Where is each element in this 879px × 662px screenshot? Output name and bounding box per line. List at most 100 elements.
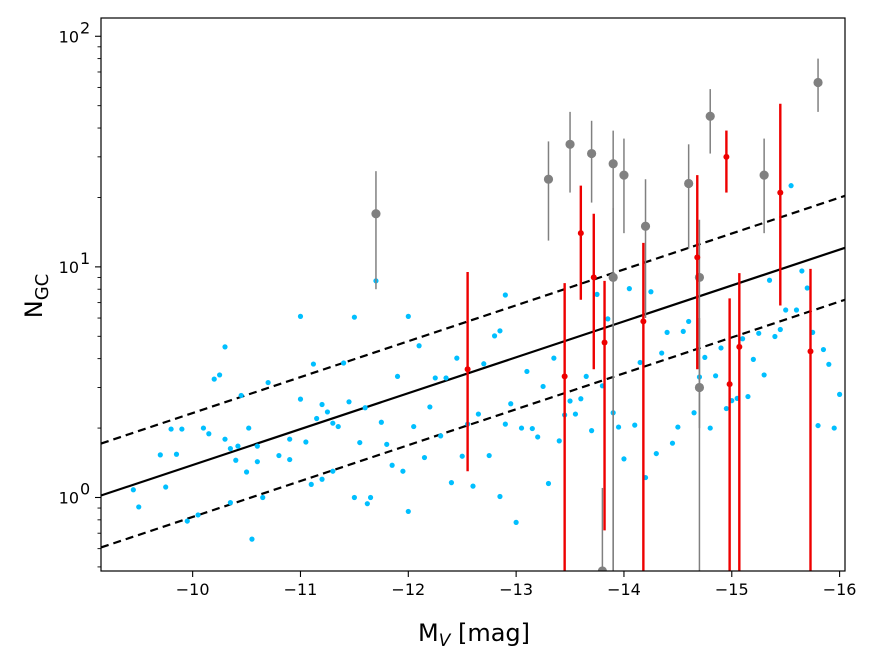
cyan-point bbox=[637, 359, 643, 366]
cyan-point bbox=[648, 289, 654, 295]
cyan-point bbox=[254, 459, 260, 465]
red-point bbox=[577, 230, 584, 237]
y-tick-label: 10 bbox=[59, 27, 79, 46]
cyan-point bbox=[130, 487, 136, 493]
cyan-point bbox=[831, 425, 837, 431]
cyan-point bbox=[497, 328, 503, 334]
cyan-point bbox=[260, 494, 266, 501]
cyan-point bbox=[330, 420, 336, 426]
red-point bbox=[590, 274, 597, 281]
cyan-point bbox=[351, 494, 357, 501]
cyan-point bbox=[222, 344, 228, 350]
red-point bbox=[640, 318, 647, 325]
y-tick-label-base: 10 bbox=[59, 27, 79, 46]
cyan-point bbox=[364, 501, 370, 507]
gray-point bbox=[759, 170, 769, 180]
cyan-point bbox=[686, 318, 692, 325]
cyan-point bbox=[556, 438, 562, 444]
cyan-point bbox=[826, 361, 832, 367]
cyan-point bbox=[233, 457, 239, 463]
cyan-point bbox=[324, 409, 331, 415]
x-axis-title: MV [mag] bbox=[418, 619, 530, 651]
cyan-point bbox=[427, 404, 433, 410]
cyan-point bbox=[217, 372, 223, 378]
cyan-point bbox=[195, 512, 201, 518]
cyan-point bbox=[470, 483, 476, 489]
cyan-point bbox=[529, 425, 535, 432]
cyan-point bbox=[664, 329, 670, 335]
cyan-point bbox=[675, 424, 681, 430]
cyan-point bbox=[486, 452, 492, 459]
cyan-point bbox=[783, 307, 789, 313]
gray-point bbox=[587, 148, 597, 159]
x-tick-label: −12 bbox=[391, 580, 425, 599]
fit-line bbox=[101, 246, 845, 497]
cyan-point bbox=[589, 428, 595, 434]
gray-point bbox=[640, 221, 651, 231]
gray-point bbox=[619, 170, 629, 180]
cyan-point bbox=[448, 480, 455, 486]
cyan-point bbox=[276, 452, 282, 459]
x-tick-label: −10 bbox=[176, 580, 210, 599]
cyan-point bbox=[578, 396, 584, 402]
cyan-point bbox=[211, 376, 217, 382]
cyan-point bbox=[454, 355, 460, 361]
cyan-point bbox=[222, 436, 228, 442]
cyan-point bbox=[545, 480, 552, 487]
cyan-point bbox=[432, 375, 438, 381]
cyan-point bbox=[335, 423, 341, 430]
cyan-point bbox=[184, 518, 190, 524]
cyan-point bbox=[502, 292, 508, 298]
cyan-point bbox=[227, 445, 233, 452]
cyan-point bbox=[308, 481, 314, 487]
gray-point bbox=[597, 566, 607, 571]
cyan-point bbox=[179, 426, 185, 432]
svg-text:NGC: NGC bbox=[20, 274, 53, 318]
cyan-point bbox=[605, 316, 611, 322]
cyan-point bbox=[772, 333, 778, 340]
cyan-point bbox=[524, 368, 530, 375]
red-point bbox=[777, 189, 784, 196]
cyan-point bbox=[405, 313, 411, 319]
cyan-point bbox=[723, 405, 729, 412]
svg-text:MV [mag]: MV [mag] bbox=[418, 619, 530, 651]
red-point bbox=[601, 339, 608, 346]
cyan-point bbox=[346, 399, 352, 405]
y-tick-label-base: 10 bbox=[59, 488, 79, 507]
cyan-point bbox=[443, 375, 449, 381]
x-tick-label: −13 bbox=[499, 580, 533, 599]
y-axis-title-main: N bbox=[20, 300, 48, 318]
cyan-point bbox=[750, 356, 756, 362]
x-axis-title-main: M bbox=[418, 619, 439, 647]
y-tick-label-base: 10 bbox=[59, 258, 79, 277]
cyan-point bbox=[745, 393, 751, 400]
red-point bbox=[561, 373, 568, 380]
cyan-point bbox=[310, 361, 317, 367]
cyan-point bbox=[540, 383, 546, 390]
cyan-point bbox=[357, 439, 363, 446]
cyan-point bbox=[168, 426, 174, 432]
cyan-point bbox=[394, 373, 401, 380]
x-axis-title-sub: V bbox=[439, 631, 452, 651]
cyan-point bbox=[351, 314, 357, 320]
cyan-point bbox=[384, 441, 390, 447]
cyan-point bbox=[314, 415, 320, 422]
cyan-point bbox=[330, 468, 336, 474]
gray-point bbox=[684, 178, 694, 189]
cyan-point bbox=[702, 354, 708, 361]
y-axis-title-sub: GC bbox=[32, 274, 53, 301]
y-tick-label-exponent: 1 bbox=[80, 249, 90, 268]
cyan-point bbox=[297, 313, 304, 319]
x-axis-title-rest: [mag] bbox=[450, 619, 530, 647]
gray-point bbox=[543, 174, 554, 184]
cyan-point bbox=[319, 401, 325, 408]
cyan-point bbox=[243, 469, 250, 475]
cyan-point bbox=[497, 493, 503, 500]
cyan-point bbox=[669, 440, 676, 446]
cyan-point bbox=[367, 494, 374, 501]
cyan-point bbox=[680, 328, 686, 335]
plot-frame bbox=[100, 17, 846, 572]
gray-point bbox=[694, 382, 705, 393]
cyan-point bbox=[739, 336, 746, 342]
